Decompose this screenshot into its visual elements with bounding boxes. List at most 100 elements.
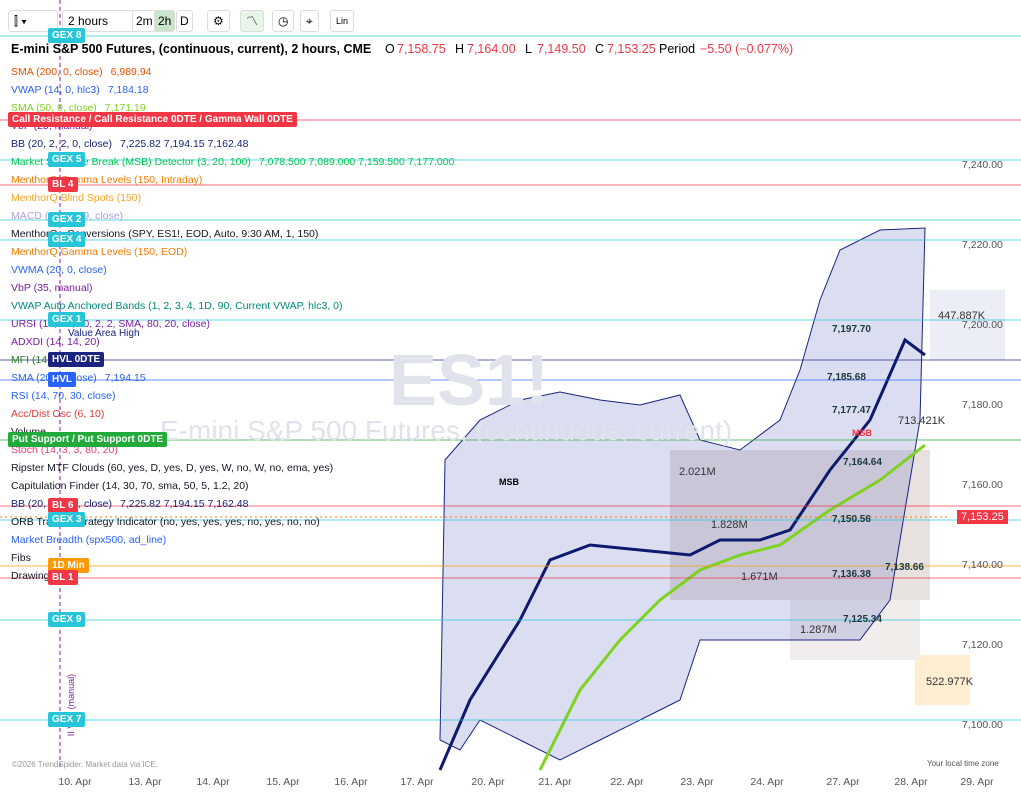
timeframe-button[interactable]: 2m: [132, 10, 157, 32]
indicator-name: VbP (35, manual): [11, 282, 93, 294]
ohlc-key: L: [525, 42, 532, 56]
level-tag: HVL 0DTE: [48, 352, 105, 367]
level-value: 7,125.34: [843, 614, 882, 625]
price-label: 7,180.00: [962, 399, 1003, 411]
level-value: 7,177.47: [832, 405, 871, 416]
indicator-name: VWAP Auto Anchored Bands (1, 2, 3, 4, 1D…: [11, 300, 343, 312]
date-label: 29. Apr: [960, 776, 994, 788]
profile-volume: 1.287M: [800, 624, 837, 636]
date-label: 20. Apr: [471, 776, 505, 788]
ohlc-key: H: [455, 42, 465, 56]
level-tag: GEX 3: [48, 512, 86, 527]
indicator-name: VWAP (14, 0, hlc3): [11, 84, 100, 96]
period-label: Period: [659, 42, 696, 56]
date-label: 10. Apr: [58, 776, 92, 788]
profile-volume: 713.421K: [898, 415, 946, 427]
ohlc-value: 7,164.00: [467, 42, 516, 56]
indicator-name: SMA (50, 0, close): [11, 102, 97, 114]
indicator-name: Stoch (14, 3, 3, 80, 20): [11, 444, 118, 456]
level-tag: GEX 8: [48, 28, 86, 43]
level-tag: Call Resistance / Call Resistance 0DTE /…: [8, 112, 297, 127]
ohlc-value: 7,149.50: [537, 42, 586, 56]
indicator-values: 7,194.15: [104, 372, 146, 384]
indicator-values: 7,225.82 7,194.15 7,162.48: [119, 498, 249, 510]
level-value: 7,197.70: [832, 324, 871, 335]
level-tag: BL 4: [48, 177, 78, 192]
level-tag: GEX 5: [48, 152, 86, 167]
date-label: 16. Apr: [334, 776, 368, 788]
level-value: 7,150.56: [832, 514, 871, 525]
indicator-name: Fibs: [11, 552, 31, 564]
indicator-values: 7,225.82 7,194.15 7,162.48: [119, 138, 249, 150]
ma-line: [438, 337, 926, 771]
watermark-name: E-mini S&P 500 Futures, (continuous, cur…: [160, 415, 733, 446]
replay-button[interactable]: ◷: [272, 10, 295, 32]
ohlc-key: O: [385, 42, 395, 56]
indicator-name: Ripster MTF Clouds (60, yes, D, yes, D, …: [11, 462, 334, 474]
profile-volume: 522.977K: [926, 676, 974, 688]
level-tag: GEX 9: [48, 612, 86, 627]
indicator-values: 7,171.19: [104, 102, 146, 114]
period-change: −5.50 (−0.077%): [700, 42, 794, 56]
date-label: 15. Apr: [266, 776, 300, 788]
indicator-values: 7,184.18: [107, 84, 149, 96]
chart-type-button[interactable]: ⫿ ▾: [8, 10, 58, 32]
indicator-button[interactable]: 〽: [240, 10, 265, 32]
indicator-name: Capitulation Finder (14, 30, 70, sma, 50…: [11, 480, 249, 492]
indicator-name: MenthorQ - Conversions (SPY, ES1!, EOD, …: [11, 228, 319, 240]
timeframe-button[interactable]: D: [176, 10, 193, 32]
vah-label: Value Area High: [68, 328, 140, 339]
level-value: 7,185.68: [827, 372, 866, 383]
profile-volume: 2.021M: [679, 466, 716, 478]
settings-button[interactable]: ⚙: [207, 10, 230, 32]
msb-label: MSB: [499, 477, 519, 487]
timeframe-button[interactable]: 2h: [154, 10, 176, 32]
interval-select[interactable]: 2 hours: [62, 10, 138, 32]
indicator-values: 6,989.94: [110, 66, 152, 78]
price-label: 7,120.00: [962, 639, 1003, 651]
level-tag: BL 1: [48, 570, 78, 585]
price-label: 7,140.00: [962, 559, 1003, 571]
level-tag: BL 6: [48, 498, 78, 513]
bollinger-cloud: [439, 227, 926, 761]
profile-volume: 447.887K: [938, 310, 986, 322]
price-label: 7,200.00: [962, 319, 1003, 331]
crosshair-button[interactable]: ⌖: [300, 10, 319, 32]
indicator-name: Market Breadth (spx500, ad_line): [11, 534, 167, 546]
chart-title: E-mini S&P 500 Futures, (continuous, cur…: [11, 42, 372, 56]
date-label: 14. Apr: [196, 776, 230, 788]
indicator-name: MenthorQ Blind Spots (150): [11, 192, 142, 204]
indicator-name: Drawings: [11, 570, 55, 582]
price-label: 7,220.00: [962, 239, 1003, 251]
price-label: 7,100.00: [962, 719, 1003, 731]
level-tag: GEX 7: [48, 712, 86, 727]
profile-volume: 1.671M: [741, 571, 778, 583]
date-label: 21. Apr: [538, 776, 572, 788]
indicator-name: VWMA (20, 0, close): [11, 264, 107, 276]
scale-button[interactable]: Lin: [330, 10, 355, 32]
date-label: 17. Apr: [400, 776, 434, 788]
level-value: 7,138.66: [885, 562, 924, 573]
date-label: 24. Apr: [750, 776, 784, 788]
copyright: ©2026 TrendSpider. Market data via ICE.: [12, 760, 158, 769]
ohlc-value: 7,153.25: [607, 42, 656, 56]
profile-volume: 1.828M: [711, 519, 748, 531]
indicator-name: RSI (14, 70, 30, close): [11, 390, 116, 402]
sma-line: [538, 443, 926, 771]
level-tag: 1D Min: [48, 558, 89, 573]
indicator-name: ORB Trading Strategy Indicator (no, yes,…: [11, 516, 320, 528]
date-label: 13. Apr: [128, 776, 162, 788]
date-label: 27. Apr: [826, 776, 860, 788]
indicator-name: SMA (200, 0, close): [11, 66, 103, 78]
indicator-name: MenthorQ Gamma Levels (150, Intraday): [11, 174, 203, 186]
date-label: 23. Apr: [680, 776, 714, 788]
watermark-symbol: ES1!: [389, 341, 550, 421]
level-tag: GEX 2: [48, 212, 86, 227]
level-tag: Put Support / Put Support 0DTE: [8, 432, 168, 447]
date-label: 28. Apr: [894, 776, 928, 788]
price-label: 7,240.00: [962, 159, 1003, 171]
indicator-name: Acc/Dist Osc (6, 10): [11, 408, 105, 420]
